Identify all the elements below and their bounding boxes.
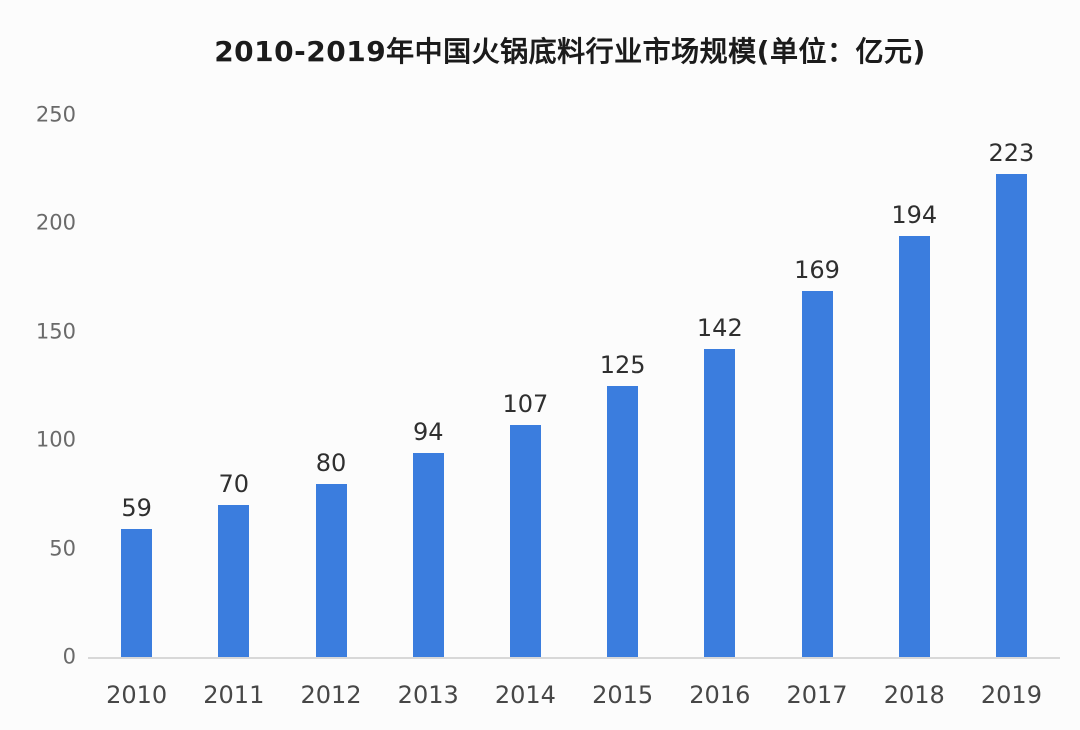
x-tick-label: 2016 [689,681,751,709]
x-tick-label: 2017 [786,681,848,709]
y-tick-label: 0 [62,644,76,669]
plot-area: 59 70 80 94 107 125 142 169 194 223 [88,115,1060,659]
bar-group-2015: 125 [574,115,671,657]
x-tick-label: 2012 [300,681,362,709]
y-tick-label: 50 [49,536,76,561]
bar [412,453,444,657]
bar-series: 59 70 80 94 107 125 142 169 194 223 [88,115,1060,657]
bar [898,236,930,657]
bar-value-label: 125 [599,351,646,379]
bar [509,425,541,657]
bar-group-2012: 80 [282,115,379,657]
bar-value-label: 59 [121,494,152,523]
y-axis: 0 50 100 150 200 250 [0,104,76,667]
y-tick-label: 250 [35,102,76,127]
x-tick-label: 2010 [106,681,168,709]
bar-group-2018: 194 [866,115,963,657]
bar [995,173,1027,657]
x-tick-label: 2014 [494,681,556,709]
bar-value-label: 169 [794,255,840,284]
bar [801,290,833,657]
bar-value-label: 107 [502,390,549,419]
x-tick-label: 2011 [203,681,265,709]
bar-value-label: 94 [412,418,444,447]
bar-group-2013: 94 [380,115,477,657]
bar-value-label: 70 [218,470,250,499]
x-tick-label: 2018 [883,681,945,709]
bar [121,529,153,657]
y-tick-label: 100 [35,427,76,452]
bar-value-label: 223 [988,138,1035,167]
bar-group-2016: 142 [671,115,768,657]
bar-value-label: 194 [891,201,938,230]
bar-group-2011: 70 [185,115,282,657]
bar-group-2010: 59 [88,115,185,657]
bar-group-2019: 223 [963,115,1060,657]
x-tick-label: 2013 [397,681,459,709]
bar [315,483,347,657]
x-tick-label: 2019 [980,681,1042,709]
y-tick-label: 150 [35,319,76,344]
bar-value-label: 80 [315,448,347,477]
bar-value-label: 142 [696,314,743,343]
y-tick-label: 200 [35,210,76,235]
bar-group-2014: 107 [477,115,574,657]
bar [704,349,736,657]
bar-group-2017: 169 [768,115,865,657]
chart-title: 2010-2019年中国火锅底料行业市场规模(单位：亿元) [214,35,926,68]
x-axis: 2010 2011 2012 2013 2014 2015 2016 2017 2018 2019 [88,672,1060,718]
bar [607,386,639,657]
x-tick-label: 2015 [592,681,654,709]
bar [218,505,250,657]
